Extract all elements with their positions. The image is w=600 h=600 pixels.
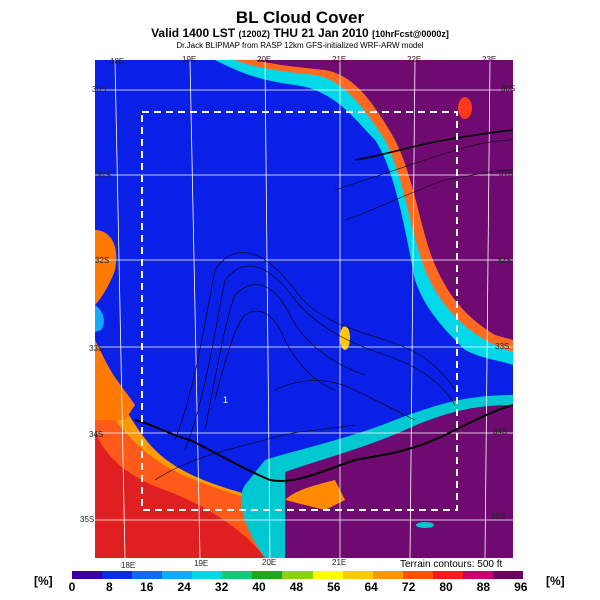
lon-tick-top-23e: 23E: [482, 55, 497, 64]
colorbar-label: 24: [177, 580, 191, 594]
colorbar-segment: [492, 571, 523, 579]
colorbar-label: 88: [476, 580, 491, 594]
lat-tick-left-32s: 32S: [95, 256, 110, 265]
colorbar-segment: [282, 571, 313, 579]
colorbar-segment: [342, 571, 373, 579]
cloud-hotspot: [458, 97, 472, 119]
colorbar-label: 16: [140, 580, 154, 594]
west-coast-cloud: [95, 340, 135, 420]
model-credit: Dr.Jack BLIPMAP from RASP 12km GFS-initi…: [176, 41, 424, 50]
lat-tick-right-33s: 33S: [495, 342, 510, 351]
lon-tick-bottom-20e: 20E: [262, 558, 277, 567]
lat-tick-left-31s: 31S: [97, 171, 112, 180]
site-marker-label: 1: [223, 395, 228, 405]
valid-date: THU 21 Jan 2010: [273, 26, 369, 40]
lat-tick-left-34s: 34S: [89, 430, 104, 439]
colorbar-label: 40: [252, 580, 266, 594]
colorbar-segment: [312, 571, 343, 579]
colorbar-label: 8: [106, 580, 113, 594]
utc-time: (1200Z): [238, 29, 270, 39]
lon-tick-bottom-19e: 19E: [194, 559, 209, 568]
colorbar-label: 32: [214, 580, 229, 594]
lat-tick-right-35s: 35S: [491, 512, 506, 521]
colorbar-segment: [372, 571, 403, 579]
southeast-warm-patch: [285, 480, 345, 510]
terrain-contours: [154, 139, 513, 481]
colorbar-segment: [102, 571, 133, 579]
terrain-contours-note: Terrain contours: 500 ft: [400, 559, 503, 570]
lat-tick-right-32s: 32S: [497, 256, 512, 265]
map-subtitle: Valid 1400 LST (1200Z) THU 21 Jan 2010 […: [0, 26, 600, 40]
west-coast-edge: [95, 305, 104, 332]
graticule: [95, 60, 513, 558]
lon-tick-top-18e: 18E: [110, 57, 125, 66]
lat-tick-right-31s: 31S: [499, 169, 514, 178]
colorbar-segment: [402, 571, 433, 579]
valid-time: Valid 1400 LST: [151, 26, 236, 40]
colorbar-label: 0: [68, 580, 76, 594]
colorbar-label: 56: [327, 580, 341, 594]
lat-tick-right-30s: 30S: [501, 84, 516, 93]
lon-tick-top-19e: 19E: [182, 55, 197, 64]
lon-tick-top-22e: 22E: [407, 55, 422, 64]
colorbar-segment: [222, 571, 253, 579]
lat-tick-right-34s: 34S: [493, 427, 508, 436]
colorbar-label: 64: [364, 580, 378, 594]
coastline: [134, 404, 513, 482]
lon-tick-top-21e: 21E: [332, 55, 347, 64]
colorbar-label: 48: [289, 580, 304, 594]
colorbar-label: 80: [439, 580, 453, 594]
unit-label-right: [%]: [546, 574, 565, 588]
inland-cloud-spot: [340, 326, 350, 350]
lon-tick-top-20e: 20E: [257, 55, 272, 64]
colorbar-segment: [432, 571, 463, 579]
lat-tick-left-33s: 33S: [89, 344, 104, 353]
forecast-info: [10hrFcst@0000z]: [372, 29, 449, 39]
southern-peak-cloud: [95, 430, 265, 558]
colorbar-segment: [252, 571, 283, 579]
colorbar-segment: [192, 571, 223, 579]
northern-boundary: [354, 129, 513, 161]
colorbar-label: 72: [401, 580, 416, 594]
lat-tick-left-35s: 35S: [80, 515, 95, 524]
west-coast-patch: [95, 230, 117, 305]
map-title: BL Cloud Cover: [235, 8, 365, 27]
northeast-overcast: [255, 60, 513, 340]
inner-domain-box: [141, 111, 458, 511]
colorbar: [72, 571, 523, 579]
colorbar-label: 96: [514, 580, 528, 594]
lon-tick-bottom-18e: 18E: [121, 561, 136, 570]
small-transition-spot: [416, 522, 434, 528]
colorbar-segment: [132, 571, 163, 579]
colorbar-segment: [162, 571, 193, 579]
colorbar-segment: [462, 571, 493, 579]
lat-tick-left-30s: 30S: [92, 85, 107, 94]
lon-tick-bottom-21e: 21E: [332, 558, 347, 567]
cloud-cover-map: 1: [95, 60, 513, 558]
colorbar-segment: [72, 571, 103, 579]
unit-label-left: [%]: [34, 574, 53, 588]
